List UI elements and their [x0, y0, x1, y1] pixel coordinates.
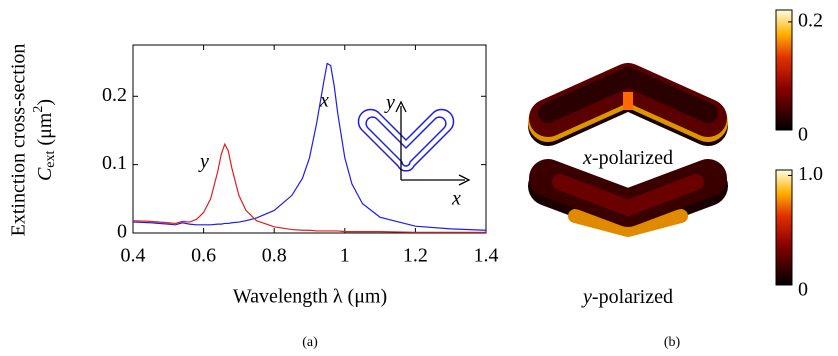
y-label-unit: (μm: [34, 112, 56, 150]
y-label-unit: ): [34, 99, 56, 106]
colorbar-tick-label: 0: [798, 124, 808, 146]
panel-label: (b): [664, 335, 681, 350]
x-tick-label: 1.4: [474, 245, 499, 267]
series-label: x: [319, 90, 329, 112]
y-axis-label: Extinction cross-section: [8, 44, 30, 237]
caption-text: -polarized: [592, 147, 673, 169]
series-label: y: [198, 151, 209, 173]
field-map: [548, 77, 708, 126]
x-tick-label: 1: [340, 245, 350, 267]
y-tick-label: 0.1: [102, 152, 127, 174]
x-axis-label: Wavelength λ (μm): [233, 286, 387, 308]
field-map: [548, 178, 708, 230]
y-label-symbol: C: [34, 167, 56, 181]
x-tick-label: 1.2: [403, 245, 428, 267]
caption-text: -polarized: [592, 286, 673, 308]
colorbar-tick-label: 0: [798, 279, 808, 301]
map-caption: y-polarized: [581, 286, 673, 308]
caption-symbol: y: [581, 286, 592, 308]
y-tick-label: 0.2: [102, 84, 127, 106]
colorbar: [776, 170, 792, 285]
colorbar-tick-label: 1.0: [798, 163, 823, 185]
x-tick-label: 0.6: [191, 245, 216, 267]
y-label-superscript: 2: [31, 106, 46, 113]
colorbar: [776, 10, 792, 130]
inset-axis-label: x: [451, 188, 461, 210]
y-tick-label: 0: [117, 221, 127, 243]
inset-geometry: [358, 109, 453, 170]
x-tick-label: 0.8: [262, 245, 287, 267]
colorbar-tick-label: 0.2: [798, 9, 823, 31]
panel-label: (a): [302, 335, 318, 350]
y-axis-label: Cext (μm2): [31, 99, 58, 181]
y-label-subscript: ext: [43, 150, 58, 167]
figure: Extinction cross-section Cext (μm2) Wave…: [0, 0, 838, 356]
caption-symbol: x: [582, 147, 592, 169]
x-tick-label: 0.4: [121, 245, 146, 267]
inset-axis-label: y: [384, 92, 395, 114]
map-caption: x-polarized: [582, 147, 673, 169]
